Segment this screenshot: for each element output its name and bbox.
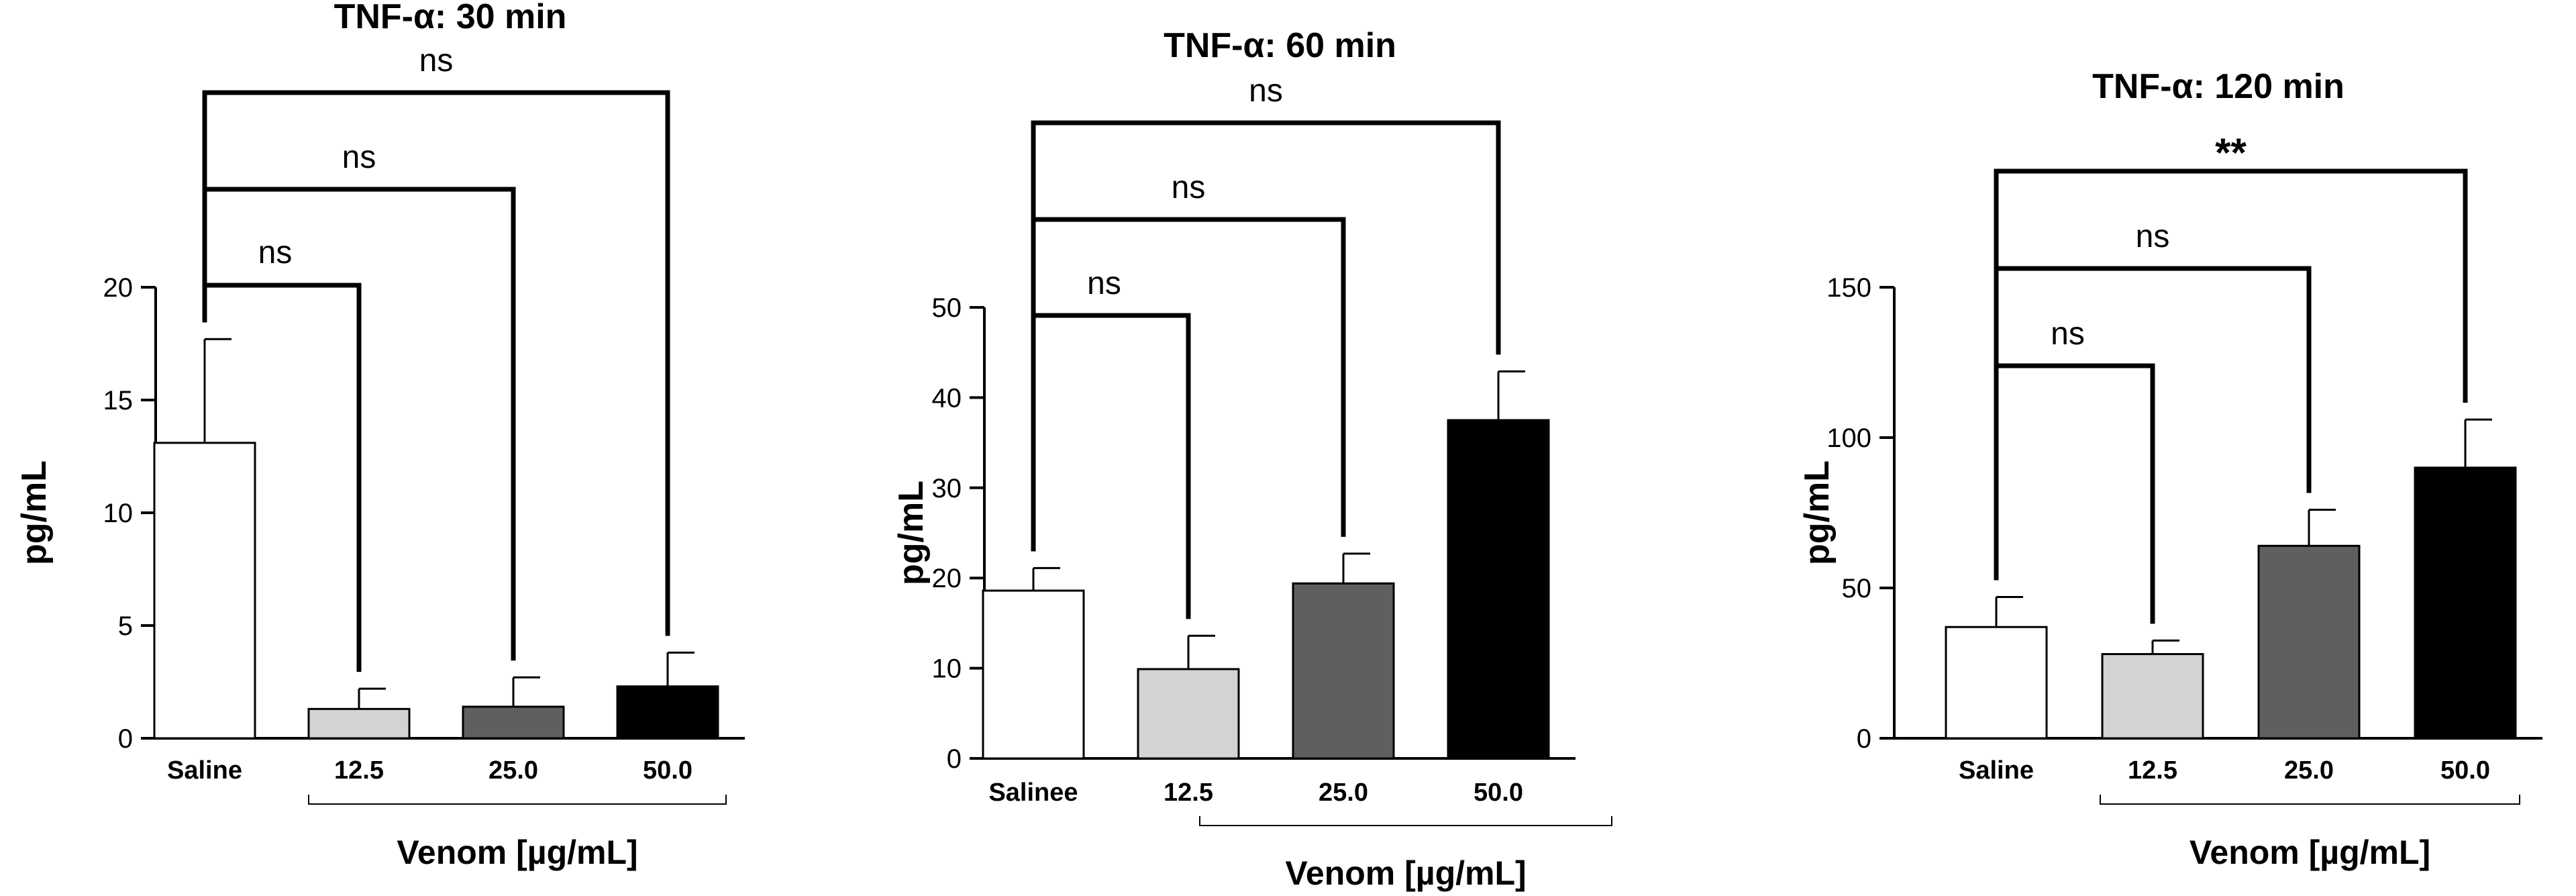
y-tick-label: 40 (932, 383, 962, 413)
significance-label: ns (1172, 170, 1206, 205)
bar-12.5 (2101, 653, 2204, 740)
bar-12.5 (307, 707, 411, 740)
significance-label: ns (419, 43, 454, 79)
y-axis-title: pg/mL (15, 460, 54, 565)
significance-label: ns (1087, 266, 1121, 301)
chart-title: TNF-α: 60 min (1164, 26, 1396, 65)
bar-Saline (153, 442, 256, 740)
bar-50.0 (2414, 466, 2517, 740)
category-label: Saline (167, 756, 242, 785)
category-label: 50.0 (1474, 779, 1523, 807)
y-tick-label: 100 (1826, 424, 1871, 453)
chart-title: TNF-α: 120 min (2092, 67, 2345, 106)
y-tick-label: 5 (118, 611, 133, 641)
y-tick-label: 10 (932, 654, 962, 684)
panel-30min: TNF-α: 30 min 0 5 10 15 20 pg/mL Saline 12.5 25.0… (15, 0, 745, 871)
group-bracket (308, 795, 727, 805)
significance-label: ns (1249, 73, 1283, 109)
significance-bracket (1031, 313, 1191, 619)
bar-50.0 (616, 685, 719, 740)
bar-25.0 (462, 705, 565, 740)
chart-title: TNF-α: 30 min (334, 0, 567, 36)
significance-label: ** (2215, 130, 2247, 175)
group-label: Venom [µg/mL] (2189, 834, 2430, 871)
category-label: Salinee (988, 779, 1078, 807)
category-label: 25.0 (1319, 779, 1368, 807)
bar-Salinee (982, 589, 1085, 760)
y-tick-label: 50 (932, 293, 962, 323)
category-label: 25.0 (2284, 756, 2334, 785)
significance-label: ns (342, 140, 376, 175)
y-tick-label: 20 (103, 273, 134, 303)
bar-12.5 (1137, 668, 1240, 760)
y-tick-label: 0 (1857, 724, 1871, 754)
significance-label: ns (2051, 316, 2085, 352)
category-label: Saline (1959, 756, 2034, 785)
y-tick-label: 50 (1842, 574, 1872, 603)
bar-25.0 (2257, 544, 2361, 740)
significance-label: ns (258, 235, 293, 270)
significance-bracket (1031, 120, 1501, 552)
significance-label: ns (2136, 219, 2170, 254)
category-label: 50.0 (643, 756, 692, 785)
y-tick-label: 20 (932, 564, 962, 593)
group-bracket (2100, 795, 2520, 805)
category-label: 25.0 (488, 756, 538, 785)
category-label: 12.5 (2128, 756, 2177, 785)
bar-25.0 (1292, 582, 1395, 760)
panel-120min: TNF-α: 120 min 0 50 100 150 pg/mL Saline 12.5 25… (1798, 67, 2542, 871)
significance-bracket (1994, 363, 2155, 624)
y-axis-title: pg/mL (892, 481, 931, 585)
category-label: 12.5 (1164, 779, 1213, 807)
bar-50.0 (1447, 419, 1550, 760)
category-label: 50.0 (2440, 756, 2490, 785)
y-tick-label: 0 (947, 744, 962, 774)
y-tick-label: 15 (103, 386, 134, 415)
panel-60min: TNF-α: 60 min 0 10 20 30 40 50 pg/mL Salinee 12.5… (892, 26, 1612, 892)
significance-bracket (1994, 168, 2468, 581)
group-label: Venom [µg/mL] (397, 834, 637, 871)
significance-bracket (202, 90, 670, 636)
y-axis-title: pg/mL (1798, 460, 1837, 565)
y-tick-label: 150 (1826, 273, 1871, 303)
category-label: 12.5 (334, 756, 384, 785)
group-label: Venom [µg/mL] (1285, 854, 1526, 892)
y-tick-label: 30 (932, 474, 962, 503)
y-tick-label: 10 (103, 499, 134, 528)
bar-Saline (1945, 626, 2048, 740)
group-bracket (1199, 816, 1612, 826)
y-tick-label: 0 (118, 724, 133, 754)
